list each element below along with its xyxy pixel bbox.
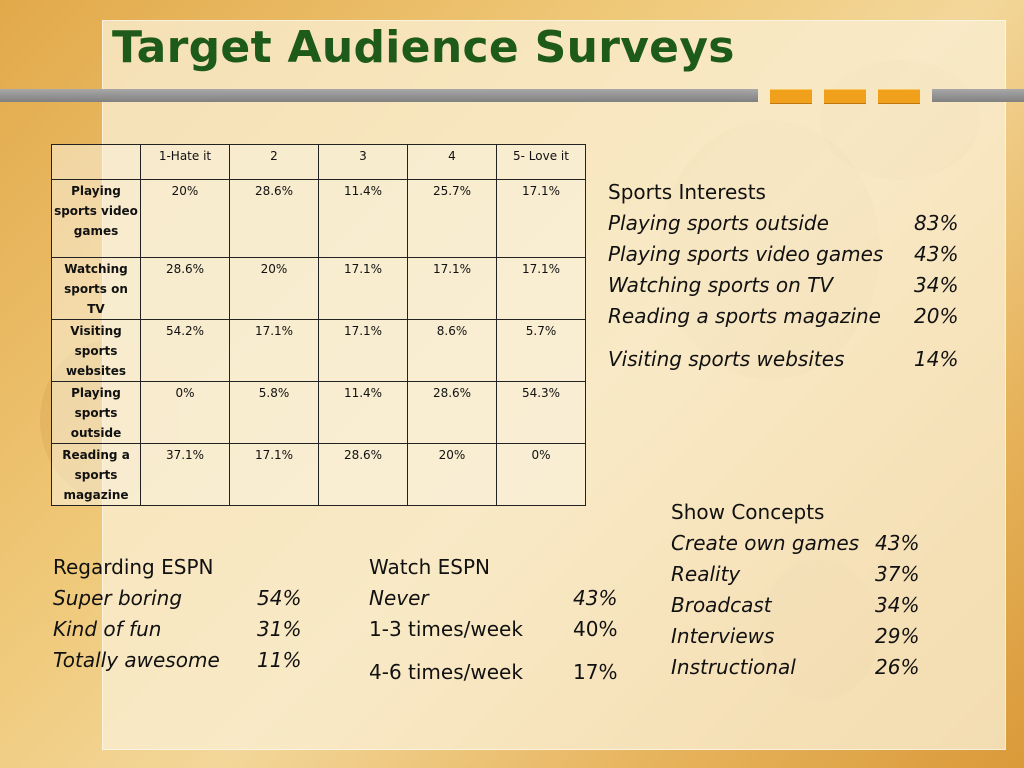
list-item: Playing sports video games 43% (608, 242, 959, 266)
list-item: Reading a sports magazine 20% (608, 304, 959, 328)
show-concepts-section: Show Concepts Create own games 43% Realit… (671, 497, 931, 683)
table-cell: 8.6% (407, 319, 497, 382)
table-cell: 54.3% (496, 381, 586, 444)
list-item: Never 43% (369, 586, 618, 610)
table-cell: 28.6% (140, 257, 230, 320)
row-label: Watching sports on TV (51, 257, 141, 320)
table-cell: 11.4% (318, 381, 408, 444)
watch-espn-section: Watch ESPN Never 43% 1-3 times/week 40% 4-… (369, 552, 629, 688)
list-item: Interviews 29% (671, 624, 920, 648)
section-heading: Show Concepts (671, 500, 825, 524)
list-item: Instructional 26% (671, 655, 920, 679)
sports-interests-section: Sports Interests Playing sports outside 8… (608, 177, 968, 375)
table-cell: 11.4% (318, 179, 408, 258)
table-cell: 54.2% (140, 319, 230, 382)
table-cell: 17.1% (229, 319, 319, 382)
table-row: Playing sports outside 0% 5.8% 11.4% 28.… (51, 381, 586, 444)
title-rule-bar (0, 89, 758, 102)
table-header-cell: 1-Hate it (140, 144, 230, 180)
title-rule-bar (932, 89, 1024, 102)
section-heading: Watch ESPN (369, 555, 490, 579)
table-header-cell: 3 (318, 144, 408, 180)
table-cell: 25.7% (407, 179, 497, 258)
table-header-cell: 4 (407, 144, 497, 180)
list-item: Broadcast 34% (671, 593, 920, 617)
table-cell: 37.1% (140, 443, 230, 506)
table-cell: 20% (229, 257, 319, 320)
row-label: Visiting sports websites (51, 319, 141, 382)
survey-table: 1-Hate it 2 3 4 5- Love it Playing sport… (51, 144, 586, 506)
table-header-cell: 2 (229, 144, 319, 180)
table-row: Playing sports video games 20% 28.6% 11.… (51, 179, 586, 258)
table-cell: 28.6% (229, 179, 319, 258)
list-item: Kind of fun 31% (53, 617, 302, 641)
table-row: Watching sports on TV 28.6% 20% 17.1% 17… (51, 257, 586, 320)
table-cell: 5.7% (496, 319, 586, 382)
table-cell: 17.1% (318, 319, 408, 382)
table-header-cell: 5- Love it (496, 144, 586, 180)
row-label: Playing sports outside (51, 381, 141, 444)
list-item: Reality 37% (671, 562, 920, 586)
table-cell: 0% (140, 381, 230, 444)
list-item: Create own games 43% (671, 531, 920, 555)
title-rule-accent (824, 89, 866, 104)
table-cell: 28.6% (318, 443, 408, 506)
table-header-row: 1-Hate it 2 3 4 5- Love it (51, 144, 586, 180)
table-cell: 17.1% (496, 179, 586, 258)
list-item: Super boring 54% (53, 586, 302, 610)
table-cell: 28.6% (407, 381, 497, 444)
section-heading: Regarding ESPN (53, 555, 214, 579)
list-item: 1-3 times/week 40% (369, 617, 618, 641)
table-cell: 20% (407, 443, 497, 506)
list-item: Visiting sports websites 14% (608, 347, 959, 371)
table-cell: 17.1% (318, 257, 408, 320)
title-rule-accent (770, 89, 812, 104)
table-row: Reading a sports magazine 37.1% 17.1% 28… (51, 443, 586, 506)
list-item: Watching sports on TV 34% (608, 273, 959, 297)
row-label: Playing sports video games (51, 179, 141, 258)
table-cell: 5.8% (229, 381, 319, 444)
list-item: Totally awesome 11% (53, 648, 302, 672)
table-row: Visiting sports websites 54.2% 17.1% 17.… (51, 319, 586, 382)
page-title: Target Audience Surveys (112, 22, 735, 73)
table-cell: 0% (496, 443, 586, 506)
title-rule-accent (878, 89, 920, 104)
row-label: Reading a sports magazine (51, 443, 141, 506)
regarding-espn-section: Regarding ESPN Super boring 54% Kind of f… (53, 552, 313, 676)
section-heading: Sports Interests (608, 180, 766, 204)
list-item: Playing sports outside 83% (608, 211, 959, 235)
table-cell: 17.1% (407, 257, 497, 320)
list-item: 4-6 times/week 17% (369, 660, 618, 684)
table-cell: 20% (140, 179, 230, 258)
table-header-cell (51, 144, 141, 180)
table-cell: 17.1% (496, 257, 586, 320)
table-cell: 17.1% (229, 443, 319, 506)
